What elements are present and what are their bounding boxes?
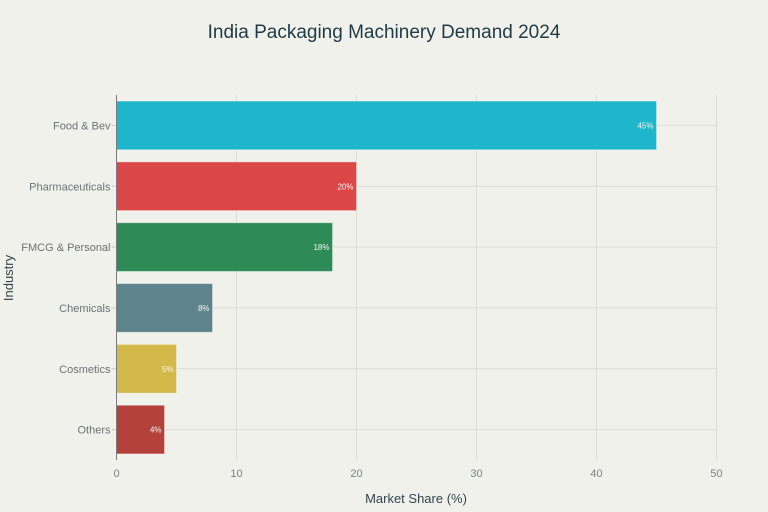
bar-data-label: 8%: [198, 304, 210, 313]
bar-pharmaceuticals: [116, 161, 357, 212]
bar-cosmetics: [116, 343, 177, 394]
bar-food-bev: [116, 100, 657, 151]
x-tick-label: 10: [230, 468, 242, 480]
x-tick-label: 50: [710, 468, 722, 480]
bar-data-label: 4%: [150, 426, 162, 435]
y-tick-label: Food & Bev: [53, 120, 111, 132]
bar-data-label: 20%: [337, 182, 353, 191]
y-axis-title: Industry: [1, 254, 16, 301]
y-tick-label: Pharmaceuticals: [29, 181, 111, 193]
y-tick-label: Others: [77, 425, 111, 437]
y-tick-label: FMCG & Personal: [21, 242, 110, 254]
bar-data-label: 5%: [162, 365, 174, 374]
chart-title: India Packaging Machinery Demand 2024: [208, 22, 561, 43]
y-tick-label: Cosmetics: [59, 364, 111, 376]
y-tick-label: Chemicals: [59, 303, 111, 315]
x-axis-tick-labels: 0 10 20 30 40 50: [113, 468, 722, 480]
bar-data-label: 45%: [637, 121, 653, 130]
bar-chemicals: [116, 283, 213, 333]
x-tick-label: 0: [113, 468, 119, 480]
x-tick-label: 30: [470, 468, 482, 480]
bar-fmcg-personal: [116, 222, 333, 272]
y-axis-tick-labels: Food & Bev Pharmaceuticals FMCG & Personal…: [21, 120, 116, 437]
bars: 45% 20% 18% 8% 5% 4%: [116, 100, 657, 455]
x-axis-title: Market Share (%): [365, 491, 467, 506]
bar-data-label: 18%: [313, 243, 329, 252]
x-tick-label: 20: [350, 468, 362, 480]
x-tick-label: 40: [590, 468, 602, 480]
